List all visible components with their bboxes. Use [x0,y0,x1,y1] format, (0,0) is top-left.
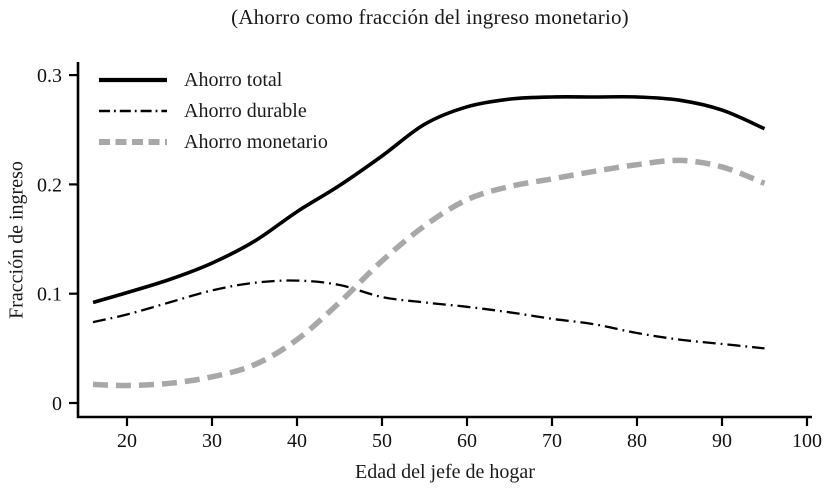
legend-dashdot-line-icon [99,109,167,112]
x-tick-label: 40 [287,430,307,452]
y-tick-label: 0.2 [37,174,62,196]
x-tick-label: 30 [202,430,222,452]
axes-lines [76,62,812,419]
legend-label-ahorro-monetario: Ahorro monetario [184,130,328,153]
x-axis-label: Edad del jefe de hogar [355,461,535,483]
series-line-dashdot [92,279,765,350]
x-tick-label: 60 [457,430,477,452]
y-tick-label: 0.3 [37,65,62,87]
legend-item-ahorro-durable: Ahorro durable [97,95,328,126]
x-tick-label: 20 [117,430,137,452]
legend-dashed-line-icon [99,138,167,145]
y-tick-label: 0 [52,393,62,415]
legend-item-ahorro-monetario: Ahorro monetario [97,126,328,157]
y-tick-label: 0.1 [37,284,62,306]
legend-item-ahorro-total: Ahorro total [97,64,328,95]
chart-legend: Ahorro total Ahorro durable Ahorro monet… [97,64,328,157]
legend-label-ahorro-durable: Ahorro durable [184,99,307,122]
chart-title: (Ahorro como fracción del ingreso moneta… [231,5,629,29]
x-tick-label: 70 [542,430,562,452]
x-tick-label: 50 [372,430,392,452]
x-tick-label: 100 [792,430,822,452]
series-line-dashed [92,157,766,389]
legend-label-ahorro-total: Ahorro total [184,68,283,91]
legend-solid-line-icon [99,77,167,82]
series-line-solid [92,94,766,305]
x-tick-label: 90 [712,430,732,452]
x-tick-label: 80 [627,430,647,452]
